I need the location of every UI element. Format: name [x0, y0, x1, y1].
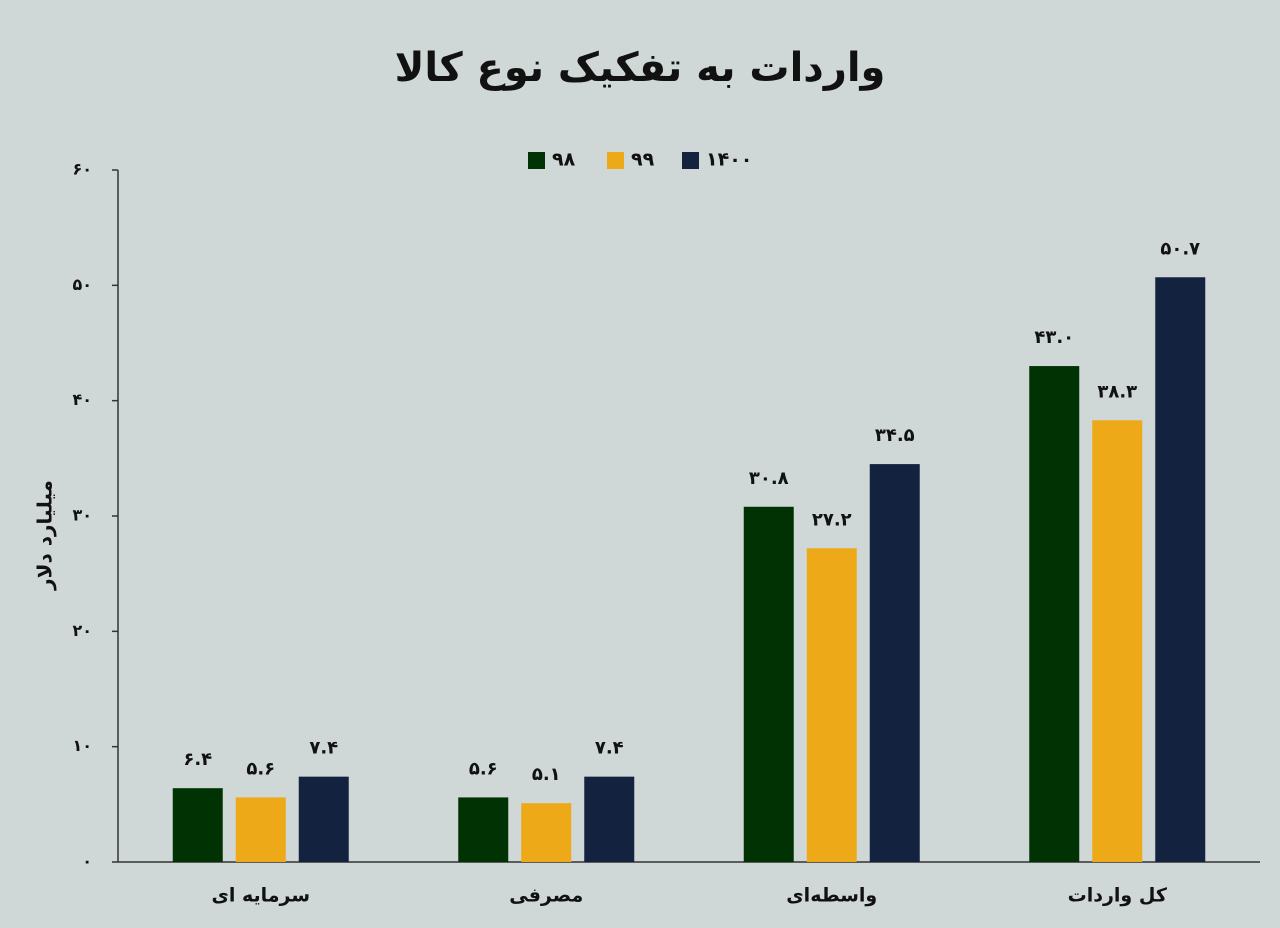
legend-swatch [682, 152, 699, 169]
bar [235, 797, 286, 862]
y-axis-label: میلیارد دلار [33, 480, 57, 591]
y-tick-label: ۵۰ [72, 275, 92, 294]
legend-swatch [607, 152, 624, 169]
value-label: ۵.۶ [469, 758, 498, 779]
y-tick-label: ۶۰ [72, 160, 92, 179]
bar [1092, 420, 1143, 862]
y-tick-label: ۲۰ [72, 621, 92, 640]
legend-label: ۱۴۰۰ [706, 149, 752, 171]
bar [1155, 277, 1206, 862]
value-label: ۷.۴ [309, 738, 338, 759]
bar [521, 803, 572, 862]
value-label: ۵.۱ [532, 764, 561, 785]
legend-label: ۹۹ [631, 149, 655, 171]
value-label: ۲۷.۲ [812, 509, 852, 530]
legend-swatch [528, 152, 545, 169]
x-tick-label: کل واردات [1068, 885, 1168, 907]
value-label: ۷.۴ [595, 738, 624, 759]
bar [869, 464, 920, 862]
bar [743, 506, 794, 862]
value-label: ۵۰.۷ [1160, 238, 1200, 259]
bar [806, 548, 857, 862]
legend-label: ۹۸ [552, 149, 576, 171]
chart-title: واردات به تفکیک نوع کالا [395, 45, 886, 91]
value-label: ۶.۴ [183, 749, 212, 770]
y-tick-label: ۱۰ [72, 736, 92, 755]
y-tick-label: ۰ [82, 852, 92, 871]
bar [172, 788, 223, 862]
y-tick-label: ۳۰ [72, 506, 92, 525]
value-label: ۳۰.۸ [749, 468, 789, 489]
bar [298, 776, 349, 862]
x-tick-label: واسطه‌ای [786, 885, 877, 907]
y-tick-label: ۴۰ [72, 390, 92, 409]
value-label: ۵.۶ [246, 758, 275, 779]
value-label: ۴۳.۰ [1034, 327, 1074, 348]
x-tick-label: سرمایه ای [211, 885, 310, 907]
bar [1029, 366, 1080, 862]
value-label: ۳۸.۳ [1097, 381, 1137, 402]
x-tick-label: مصرفی [509, 885, 583, 907]
bar [584, 776, 635, 862]
bar [458, 797, 509, 862]
value-label: ۳۴.۵ [875, 425, 915, 446]
